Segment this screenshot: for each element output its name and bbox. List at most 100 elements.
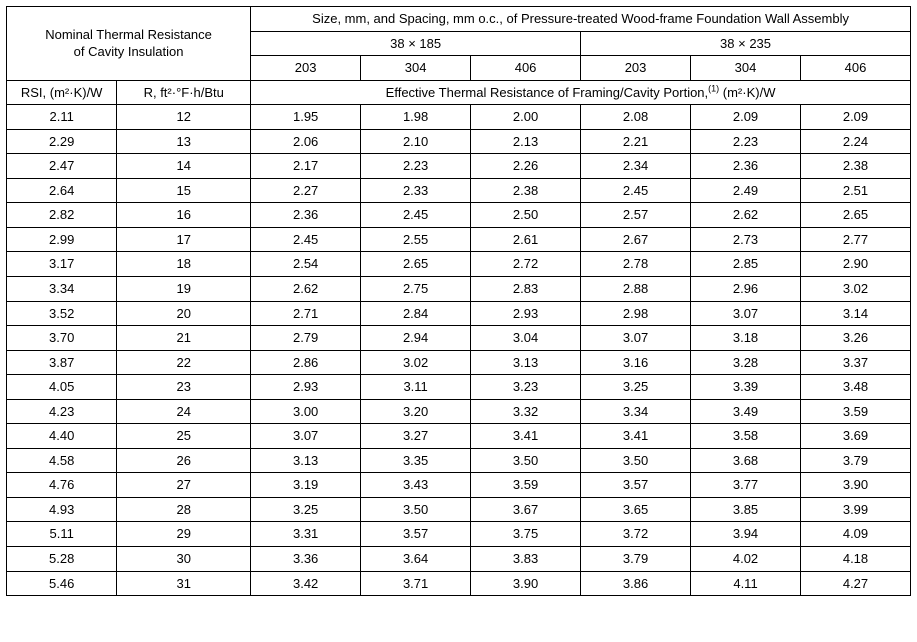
- value-cell: 2.71: [251, 301, 361, 326]
- r-cell: 24: [117, 399, 251, 424]
- value-cell: 3.57: [581, 473, 691, 498]
- value-cell: 3.13: [471, 350, 581, 375]
- value-cell: 2.08: [581, 105, 691, 130]
- effective-label-sup: (1): [708, 83, 719, 93]
- effective-label-post: (m²·K)/W: [719, 85, 775, 100]
- value-cell: 3.19: [251, 473, 361, 498]
- value-cell: 2.10: [361, 129, 471, 154]
- rsi-cell: 5.11: [7, 522, 117, 547]
- value-cell: 2.88: [581, 277, 691, 302]
- rsi-cell: 2.82: [7, 203, 117, 228]
- value-cell: 2.38: [801, 154, 911, 179]
- value-cell: 3.32: [471, 399, 581, 424]
- value-cell: 2.38: [471, 178, 581, 203]
- value-cell: 3.59: [801, 399, 911, 424]
- value-cell: 2.36: [251, 203, 361, 228]
- table-body: 2.11121.951.982.002.082.092.092.29132.06…: [7, 105, 911, 596]
- rsi-cell: 5.46: [7, 571, 117, 596]
- spacing-col-3: 203: [581, 56, 691, 81]
- value-cell: 2.67: [581, 227, 691, 252]
- value-cell: 3.16: [581, 350, 691, 375]
- value-cell: 3.50: [471, 448, 581, 473]
- value-cell: 2.61: [471, 227, 581, 252]
- r-cell: 13: [117, 129, 251, 154]
- value-cell: 3.64: [361, 547, 471, 572]
- value-cell: 2.09: [691, 105, 801, 130]
- value-cell: 3.34: [581, 399, 691, 424]
- r-cell: 26: [117, 448, 251, 473]
- value-cell: 2.09: [801, 105, 911, 130]
- value-cell: 3.49: [691, 399, 801, 424]
- value-cell: 2.23: [691, 129, 801, 154]
- value-cell: 4.11: [691, 571, 801, 596]
- value-cell: 4.02: [691, 547, 801, 572]
- value-cell: 2.36: [691, 154, 801, 179]
- rsi-cell: 3.52: [7, 301, 117, 326]
- value-cell: 2.65: [361, 252, 471, 277]
- value-cell: 3.41: [581, 424, 691, 449]
- value-cell: 3.36: [251, 547, 361, 572]
- r-cell: 12: [117, 105, 251, 130]
- value-cell: 3.00: [251, 399, 361, 424]
- rsi-cell: 3.87: [7, 350, 117, 375]
- value-cell: 3.14: [801, 301, 911, 326]
- value-cell: 3.25: [581, 375, 691, 400]
- value-cell: 4.18: [801, 547, 911, 572]
- value-cell: 3.42: [251, 571, 361, 596]
- rsi-cell: 4.93: [7, 497, 117, 522]
- r-cell: 18: [117, 252, 251, 277]
- table-row: 3.34192.622.752.832.882.963.02: [7, 277, 911, 302]
- value-cell: 3.41: [471, 424, 581, 449]
- value-cell: 2.17: [251, 154, 361, 179]
- table-row: 5.28303.363.643.833.794.024.18: [7, 547, 911, 572]
- value-cell: 3.31: [251, 522, 361, 547]
- value-cell: 3.94: [691, 522, 801, 547]
- value-cell: 2.72: [471, 252, 581, 277]
- rsi-cell: 4.76: [7, 473, 117, 498]
- value-cell: 2.06: [251, 129, 361, 154]
- value-cell: 3.77: [691, 473, 801, 498]
- value-cell: 3.07: [581, 326, 691, 351]
- r-cell: 17: [117, 227, 251, 252]
- value-cell: 3.02: [361, 350, 471, 375]
- table-row: 4.23243.003.203.323.343.493.59: [7, 399, 911, 424]
- table-row: 4.58263.133.353.503.503.683.79: [7, 448, 911, 473]
- spacing-col-5: 406: [801, 56, 911, 81]
- effective-label-pre: Effective Thermal Resistance of Framing/…: [386, 85, 708, 100]
- value-cell: 3.79: [801, 448, 911, 473]
- value-cell: 2.62: [691, 203, 801, 228]
- value-cell: 2.79: [251, 326, 361, 351]
- size-group-b: 38 × 235: [581, 31, 911, 56]
- value-cell: 3.28: [691, 350, 801, 375]
- rsi-cell: 2.29: [7, 129, 117, 154]
- nominal-title-line2: of Cavity Insulation: [74, 44, 184, 59]
- value-cell: 2.24: [801, 129, 911, 154]
- spacing-col-4: 304: [691, 56, 801, 81]
- table-row: 4.76273.193.433.593.573.773.90: [7, 473, 911, 498]
- value-cell: 2.73: [691, 227, 801, 252]
- table-row: 2.29132.062.102.132.212.232.24: [7, 129, 911, 154]
- rsi-cell: 4.58: [7, 448, 117, 473]
- r-cell: 23: [117, 375, 251, 400]
- value-cell: 3.86: [581, 571, 691, 596]
- table-row: 2.99172.452.552.612.672.732.77: [7, 227, 911, 252]
- table-row: 4.40253.073.273.413.413.583.69: [7, 424, 911, 449]
- value-cell: 3.90: [471, 571, 581, 596]
- table-row: 2.47142.172.232.262.342.362.38: [7, 154, 911, 179]
- value-cell: 2.45: [361, 203, 471, 228]
- spacing-col-1: 304: [361, 56, 471, 81]
- value-cell: 3.67: [471, 497, 581, 522]
- value-cell: 3.75: [471, 522, 581, 547]
- value-cell: 3.13: [251, 448, 361, 473]
- value-cell: 3.50: [581, 448, 691, 473]
- rsi-cell: 2.47: [7, 154, 117, 179]
- nominal-title-line1: Nominal Thermal Resistance: [45, 27, 212, 42]
- value-cell: 3.18: [691, 326, 801, 351]
- rsi-cell: 4.40: [7, 424, 117, 449]
- table-row: 5.46313.423.713.903.864.114.27: [7, 571, 911, 596]
- value-cell: 3.65: [581, 497, 691, 522]
- table-row: 4.93283.253.503.673.653.853.99: [7, 497, 911, 522]
- r-column-header: R, ft²·°F·h/Btu: [117, 80, 251, 105]
- value-cell: 3.59: [471, 473, 581, 498]
- value-cell: 2.34: [581, 154, 691, 179]
